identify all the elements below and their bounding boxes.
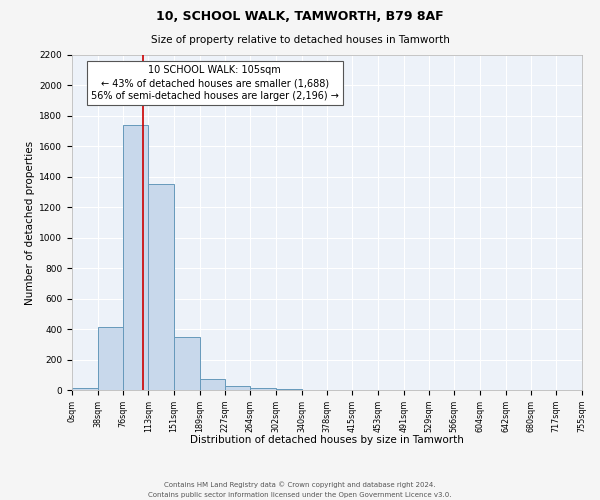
Bar bbox=[226, 386, 250, 390]
Text: 10, SCHOOL WALK, TAMWORTH, B79 8AF: 10, SCHOOL WALK, TAMWORTH, B79 8AF bbox=[156, 10, 444, 23]
Text: Size of property relative to detached houses in Tamworth: Size of property relative to detached ho… bbox=[151, 35, 449, 45]
Bar bbox=[250, 388, 276, 390]
Text: 10 SCHOOL WALK: 105sqm
← 43% of detached houses are smaller (1,688)
56% of semi-: 10 SCHOOL WALK: 105sqm ← 43% of detached… bbox=[91, 65, 339, 102]
Bar bbox=[276, 389, 302, 390]
Text: Contains HM Land Registry data © Crown copyright and database right 2024.: Contains HM Land Registry data © Crown c… bbox=[164, 481, 436, 488]
Bar bbox=[148, 184, 174, 390]
Bar bbox=[98, 327, 124, 390]
Bar bbox=[174, 338, 200, 390]
Bar bbox=[72, 388, 98, 390]
Y-axis label: Number of detached properties: Number of detached properties bbox=[25, 140, 35, 304]
Bar bbox=[200, 378, 226, 390]
X-axis label: Distribution of detached houses by size in Tamworth: Distribution of detached houses by size … bbox=[190, 435, 464, 445]
Text: Contains public sector information licensed under the Open Government Licence v3: Contains public sector information licen… bbox=[148, 492, 452, 498]
Bar bbox=[124, 125, 148, 390]
